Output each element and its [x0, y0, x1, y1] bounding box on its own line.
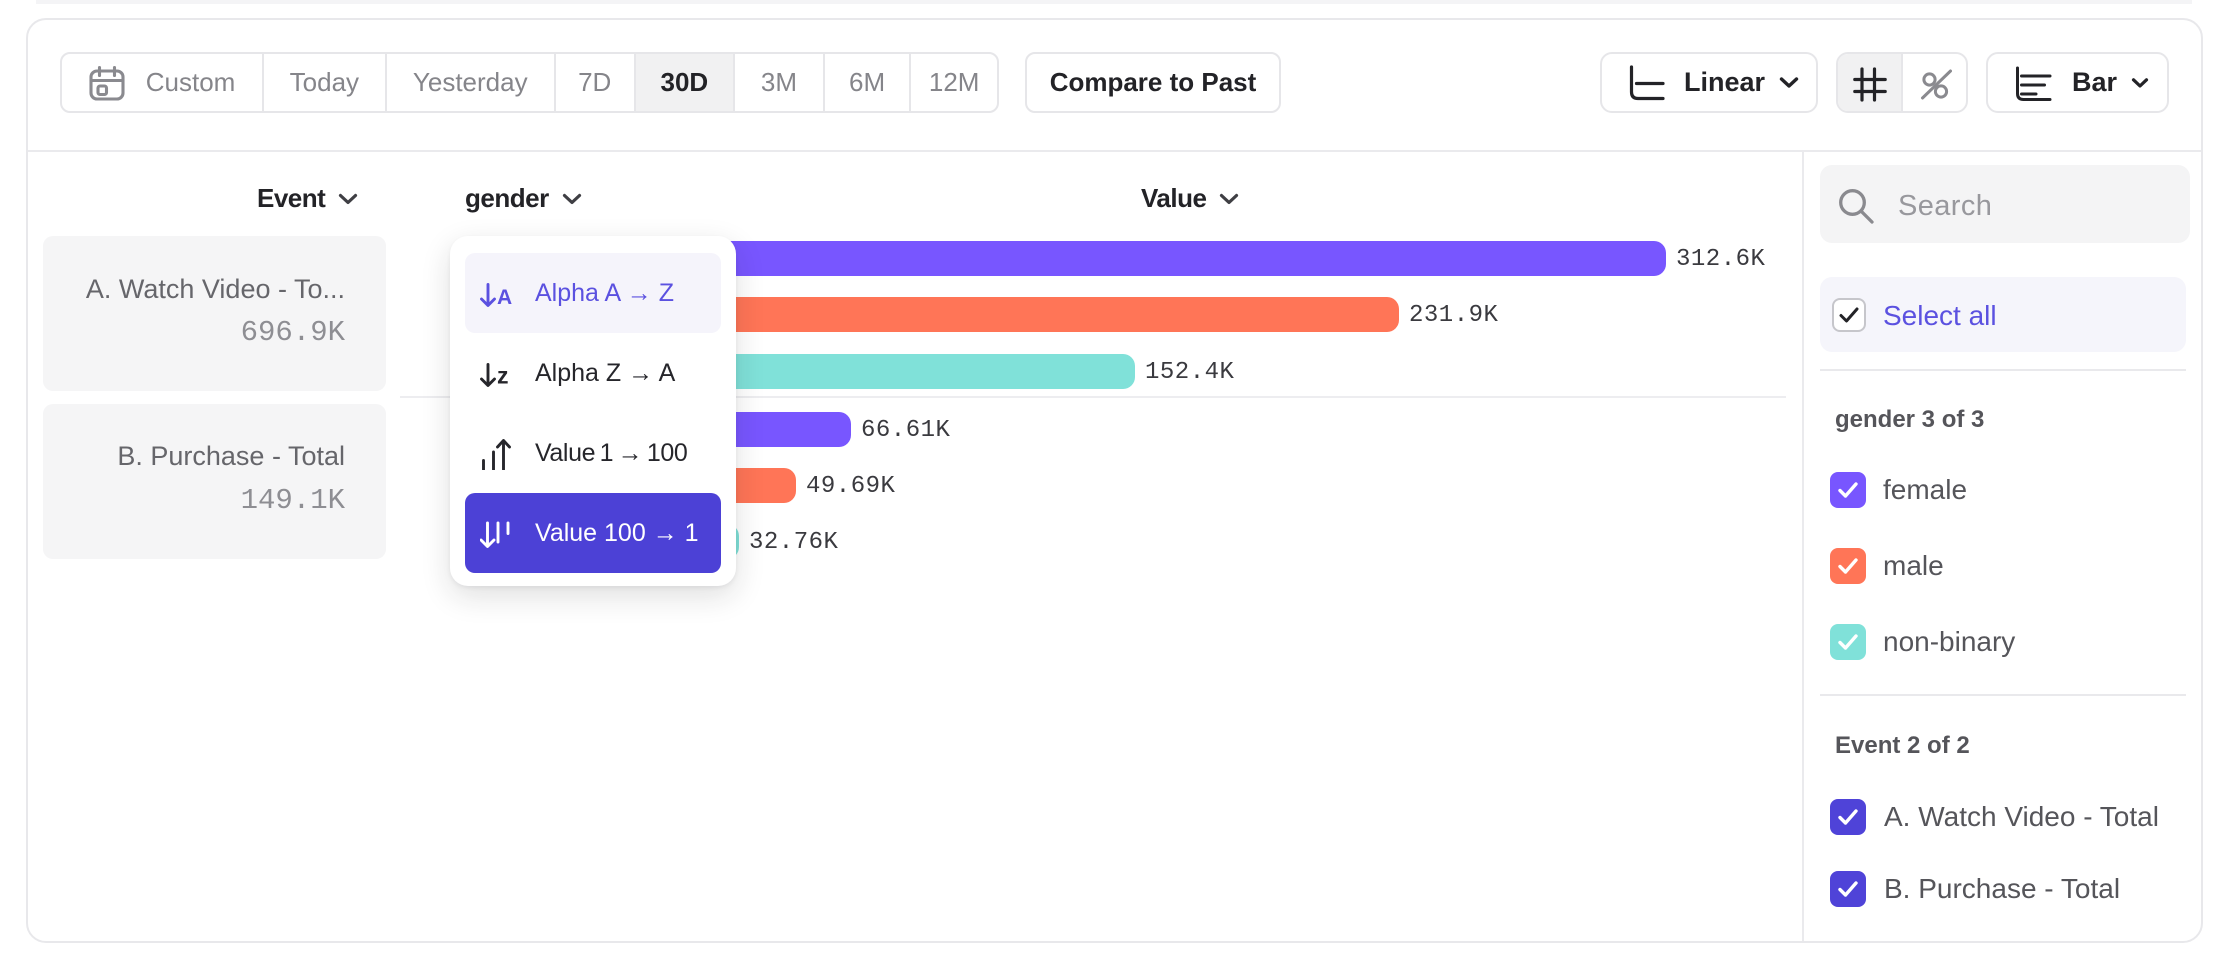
svg-text:z: z — [497, 363, 509, 389]
svg-text:A: A — [497, 286, 512, 309]
